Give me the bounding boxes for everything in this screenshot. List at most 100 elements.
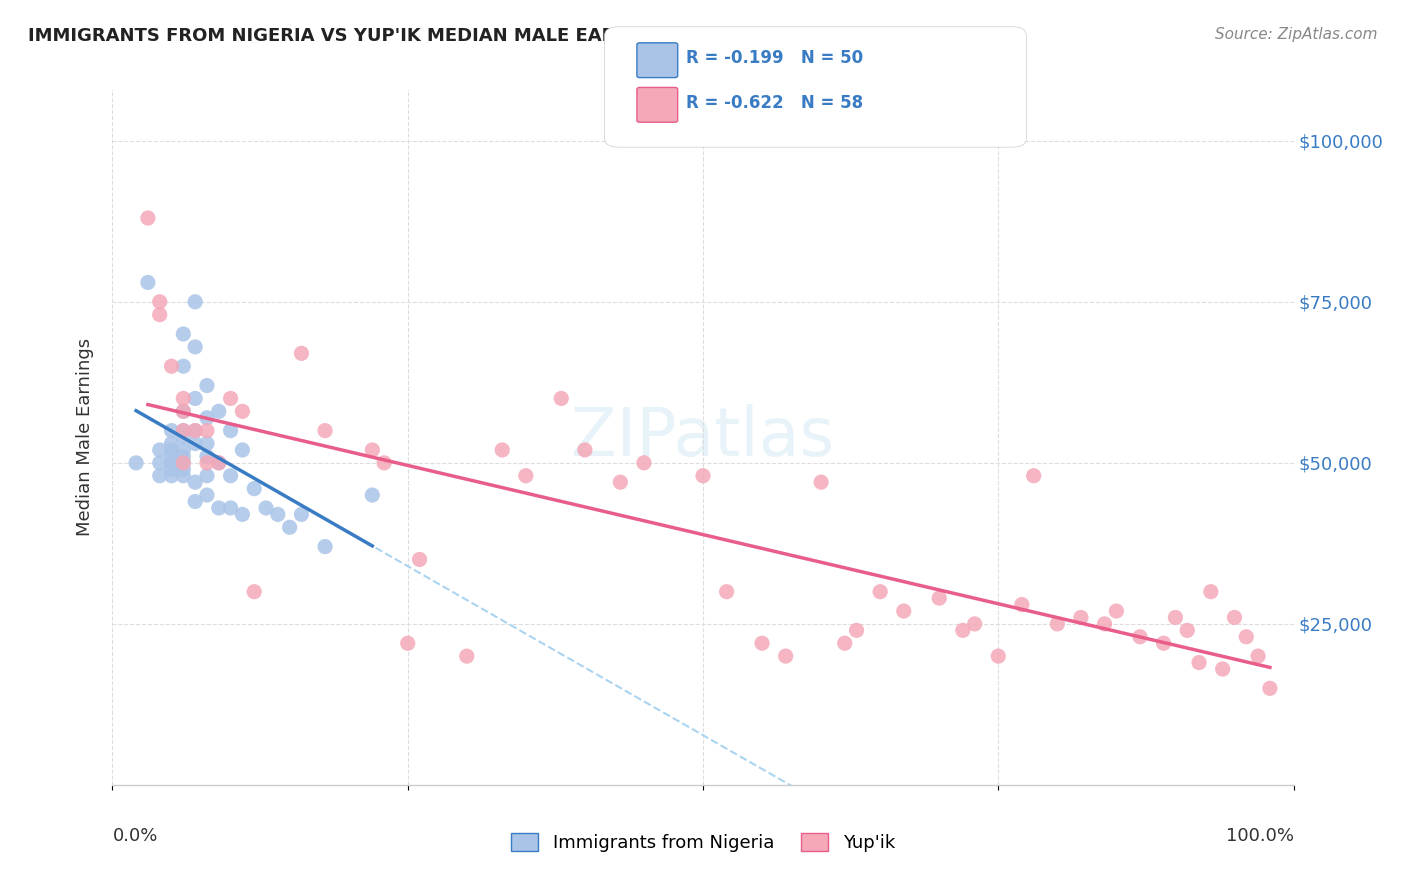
- Point: [314, 540, 336, 554]
- Point: [184, 340, 207, 354]
- Point: [1105, 604, 1128, 618]
- Point: [160, 436, 183, 450]
- Point: [1070, 610, 1092, 624]
- Point: [172, 456, 194, 470]
- Point: [633, 456, 655, 470]
- Point: [160, 424, 183, 438]
- Point: [716, 584, 738, 599]
- Point: [231, 442, 253, 457]
- Text: R = -0.622   N = 58: R = -0.622 N = 58: [686, 94, 863, 112]
- Point: [125, 456, 148, 470]
- Point: [1164, 610, 1187, 624]
- Point: [149, 294, 172, 309]
- Point: [408, 552, 430, 566]
- Point: [208, 456, 231, 470]
- Point: [254, 500, 277, 515]
- Point: [396, 636, 419, 650]
- Point: [172, 456, 194, 470]
- Point: [574, 442, 596, 457]
- Point: [172, 462, 194, 476]
- Point: [869, 584, 891, 599]
- Point: [219, 424, 242, 438]
- Point: [550, 392, 572, 406]
- Point: [810, 475, 832, 490]
- Point: [1223, 610, 1246, 624]
- Point: [893, 604, 915, 618]
- Point: [208, 500, 231, 515]
- Point: [775, 649, 797, 664]
- Point: [184, 294, 207, 309]
- Point: [195, 456, 218, 470]
- Point: [172, 392, 194, 406]
- Point: [290, 508, 312, 522]
- Point: [219, 468, 242, 483]
- Point: [845, 624, 868, 638]
- Point: [219, 392, 242, 406]
- Point: [172, 404, 194, 418]
- Point: [149, 308, 172, 322]
- Point: [136, 276, 159, 290]
- Point: [373, 456, 395, 470]
- Point: [172, 430, 194, 444]
- Point: [928, 591, 950, 606]
- Point: [267, 508, 290, 522]
- Point: [160, 468, 183, 483]
- Point: [184, 392, 207, 406]
- Point: [952, 624, 974, 638]
- Text: IMMIGRANTS FROM NIGERIA VS YUP'IK MEDIAN MALE EARNINGS CORRELATION CHART: IMMIGRANTS FROM NIGERIA VS YUP'IK MEDIAN…: [28, 27, 901, 45]
- Point: [1153, 636, 1175, 650]
- Point: [243, 482, 266, 496]
- Point: [149, 456, 172, 470]
- Y-axis label: Median Male Earnings: Median Male Earnings: [76, 338, 94, 536]
- Point: [195, 378, 218, 392]
- Point: [1199, 584, 1222, 599]
- Point: [456, 649, 478, 664]
- Point: [172, 424, 194, 438]
- Legend: Immigrants from Nigeria, Yup'ik: Immigrants from Nigeria, Yup'ik: [503, 826, 903, 859]
- Point: [136, 211, 159, 225]
- Point: [184, 436, 207, 450]
- Point: [243, 584, 266, 599]
- Point: [1129, 630, 1152, 644]
- Text: 0.0%: 0.0%: [112, 827, 157, 845]
- Point: [361, 442, 384, 457]
- Point: [1046, 616, 1069, 631]
- Point: [172, 359, 194, 374]
- Point: [184, 475, 207, 490]
- Point: [195, 450, 218, 464]
- Point: [160, 442, 183, 457]
- Point: [1212, 662, 1234, 676]
- Point: [195, 410, 218, 425]
- Point: [515, 468, 537, 483]
- Point: [609, 475, 631, 490]
- Point: [361, 488, 384, 502]
- Point: [219, 500, 242, 515]
- Text: 100.0%: 100.0%: [1226, 827, 1294, 845]
- Point: [692, 468, 714, 483]
- Point: [172, 468, 194, 483]
- Point: [172, 404, 194, 418]
- Point: [987, 649, 1010, 664]
- Point: [195, 436, 218, 450]
- Text: R = -0.199   N = 50: R = -0.199 N = 50: [686, 49, 863, 67]
- Point: [172, 450, 194, 464]
- Point: [172, 424, 194, 438]
- Point: [172, 326, 194, 341]
- Point: [963, 616, 986, 631]
- Point: [278, 520, 301, 534]
- Point: [184, 494, 207, 508]
- Point: [208, 404, 231, 418]
- Point: [1175, 624, 1198, 638]
- Point: [160, 462, 183, 476]
- Point: [231, 508, 253, 522]
- Point: [172, 442, 194, 457]
- Point: [195, 424, 218, 438]
- Point: [1188, 656, 1211, 670]
- Point: [751, 636, 773, 650]
- Point: [231, 404, 253, 418]
- Point: [1022, 468, 1045, 483]
- Point: [314, 424, 336, 438]
- Point: [1234, 630, 1257, 644]
- Point: [195, 468, 218, 483]
- Point: [184, 424, 207, 438]
